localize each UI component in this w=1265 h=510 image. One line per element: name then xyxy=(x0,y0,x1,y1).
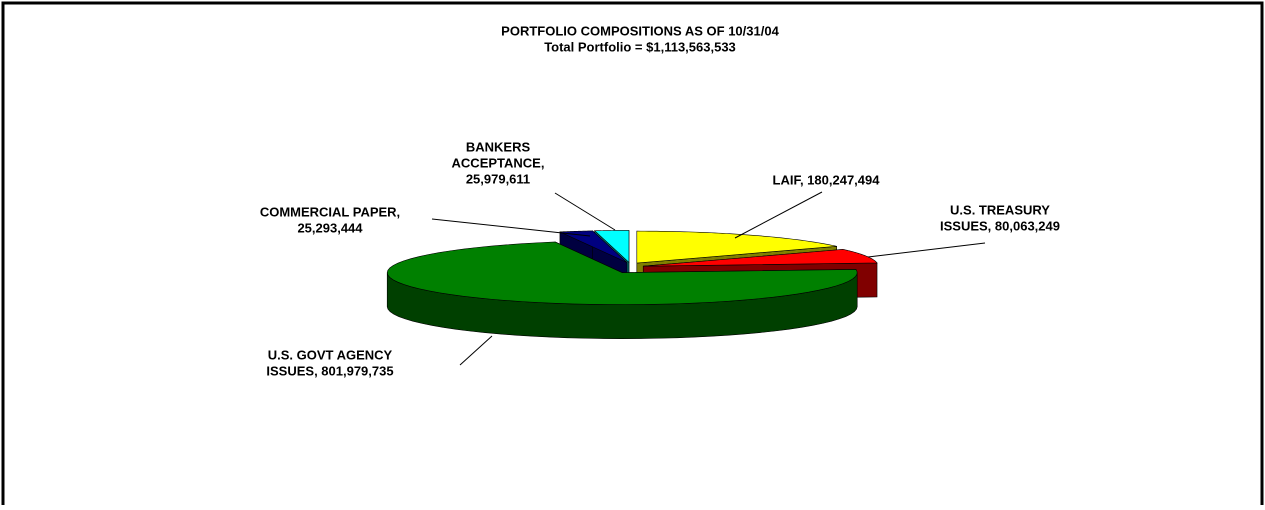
leader-line xyxy=(431,218,591,237)
leader-line xyxy=(554,192,616,231)
chart-title: PORTFOLIO COMPOSITIONS AS OF 10/31/04 xyxy=(501,23,779,38)
slice xyxy=(559,230,628,263)
leader-line xyxy=(734,191,823,239)
data-label: 25,979,611 xyxy=(466,171,530,186)
data-label: ISSUES, 801,979,735 xyxy=(266,363,393,378)
data-label: BANKERS xyxy=(466,139,531,154)
leader-line xyxy=(867,242,986,258)
data-label: LAIF, 180,247,494 xyxy=(773,172,881,187)
data-label: COMMERCIAL PAPER, xyxy=(260,204,400,219)
slice xyxy=(593,230,630,264)
data-label: ACCEPTANCE, xyxy=(452,155,545,170)
slice xyxy=(636,230,837,264)
data-label: ISSUES, 80,063,249 xyxy=(940,218,1060,233)
data-label: 25,293,444 xyxy=(297,220,363,235)
slice xyxy=(643,249,878,267)
slice xyxy=(386,241,858,305)
leader-line xyxy=(459,335,493,366)
data-label: U.S. GOVT AGENCY xyxy=(268,347,393,362)
chart-subtitle: Total Portfolio = $1,113,563,533 xyxy=(544,39,736,54)
data-label: U.S. TREASURY xyxy=(950,202,1050,217)
